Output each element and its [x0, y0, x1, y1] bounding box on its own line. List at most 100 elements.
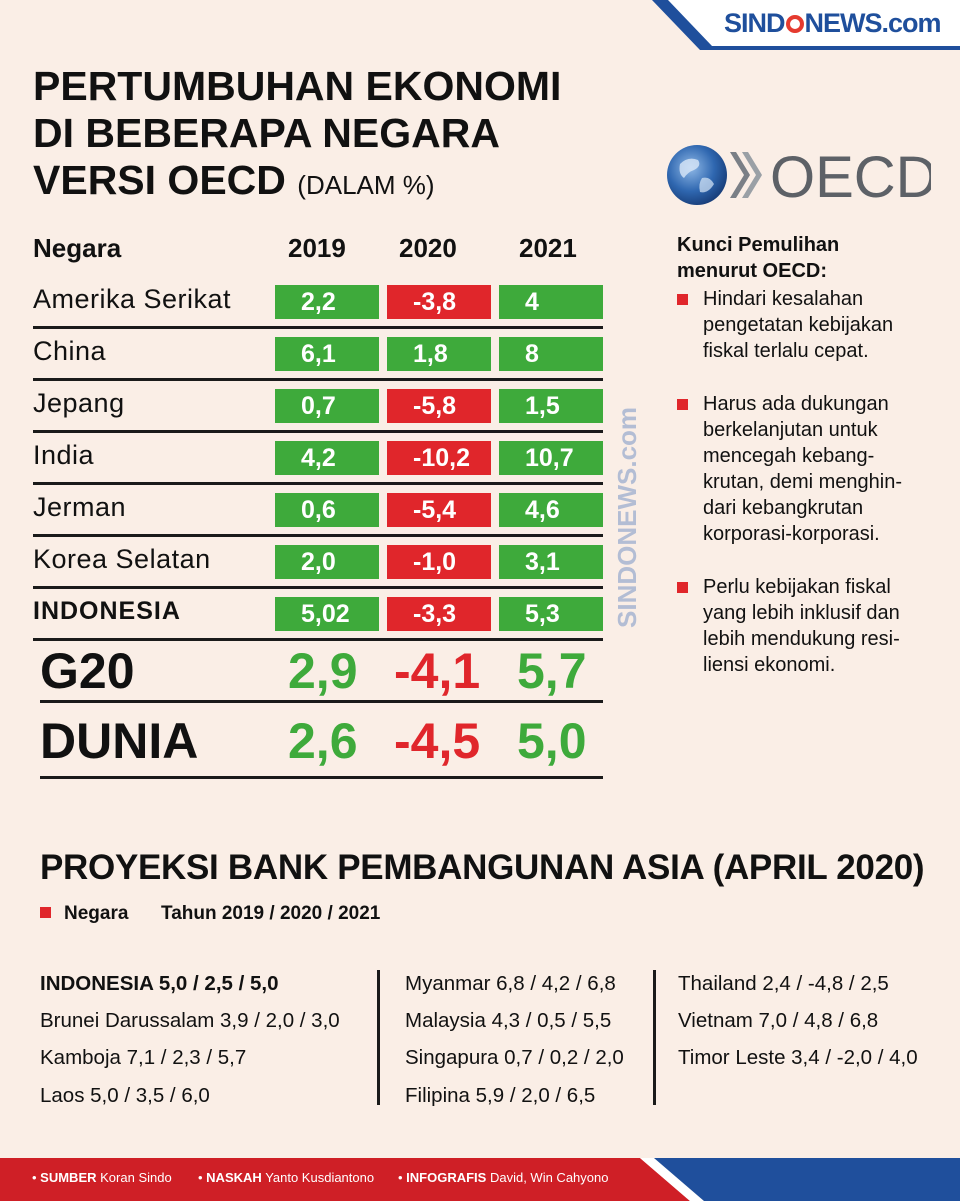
aggregate-name-dunia: DUNIA	[40, 713, 199, 769]
legend-square-icon	[40, 907, 51, 918]
row-divider	[33, 586, 603, 589]
watermark-vertical: SINDONEWS.com	[612, 407, 642, 628]
bullet-line: Hindari kesalahan	[703, 288, 864, 310]
row-divider	[40, 700, 603, 703]
kunci-title: Kunci Pemulihan menurut OECD:	[677, 232, 839, 284]
row-divider	[33, 326, 603, 329]
bullet-line: dari kebangkrutan	[703, 497, 864, 519]
watermark-text: SINDONEWS.com	[612, 407, 642, 628]
value-2021: 1,5	[499, 389, 603, 423]
adb-item-indonesia: INDONESIA 5,0 / 2,5 / 5,0	[40, 972, 279, 995]
aggregate-value-2019: 2,9	[288, 643, 358, 699]
value-2019: 2,0	[275, 545, 379, 579]
value-2021: 4	[499, 285, 603, 319]
country-name: Jepang	[33, 388, 125, 418]
kunci-title-line: menurut OECD:	[677, 260, 827, 282]
country-name: Amerika Serikat	[33, 284, 232, 314]
value-2020: -3,3	[387, 597, 491, 631]
adb-item: Myanmar 6,8 / 4,2 / 6,8	[405, 972, 616, 995]
kunci-bullet: Perlu kebijakan fiskal yang lebih inklus…	[703, 574, 943, 678]
country-name: India	[33, 440, 95, 470]
kunci-bullet: Harus ada dukungan berkelanjutan untuk m…	[703, 391, 943, 547]
col-header-2020: 2020	[399, 233, 457, 263]
value-2021: 5,3	[499, 597, 603, 631]
bullet-square-icon	[677, 294, 688, 305]
aggregate-value-2021: 5,7	[517, 643, 587, 699]
bullet-line: yang lebih inklusif dan	[703, 602, 900, 624]
adb-item: Filipina 5,9 / 2,0 / 6,5	[405, 1084, 596, 1107]
adb-item: Laos 5,0 / 3,5 / 6,0	[40, 1084, 210, 1107]
bullet-line: Harus ada dukungan	[703, 393, 889, 415]
value-2020: -3,8	[387, 285, 491, 319]
value-2019: 2,2	[275, 285, 379, 319]
col-header-2021: 2021	[519, 233, 577, 263]
col-header-country: Negara	[33, 233, 122, 263]
kunci-title-line: Kunci Pemulihan	[677, 234, 840, 256]
row-divider	[33, 638, 603, 641]
logo-ring-icon	[785, 15, 804, 33]
row-divider	[33, 378, 603, 381]
adb-item: Vietnam 7,0 / 4,8 / 6,8	[678, 1009, 879, 1032]
title-line-2: DI BEBERAPA NEGARA	[33, 110, 500, 156]
value-2019: 0,6	[275, 493, 379, 527]
brand-header-band	[652, 0, 960, 50]
value-2021: 4,6	[499, 493, 603, 527]
row-divider	[33, 430, 603, 433]
aggregate-value-2021: 5,0	[517, 713, 587, 769]
col-header-2019: 2019	[288, 233, 346, 263]
column-divider	[653, 970, 656, 1105]
value-2021: 3,1	[499, 545, 603, 579]
aggregate-value-2020: -4,1	[394, 643, 481, 699]
value-2019: 0,7	[275, 389, 379, 423]
credit-naskah: • NASKAH Yanto Kusdiantono	[198, 1170, 375, 1185]
aggregate-value-2020: -4,5	[394, 713, 481, 769]
aggregate-name-g20: G20	[40, 643, 135, 699]
adb-item: Timor Leste 3,4 / -2,0 / 4,0	[678, 1046, 918, 1069]
legend-country: Negara	[64, 903, 129, 924]
legend-years: Tahun 2019 / 2020 / 2021	[161, 903, 381, 924]
row-divider	[33, 482, 603, 485]
value-2021: 10,7	[499, 441, 603, 475]
adb-item: Brunei Darussalam 3,9 / 2,0 / 3,0	[40, 1009, 340, 1032]
value-2020: -1,0	[387, 545, 491, 579]
bullet-line: pengetatan kebijakan	[703, 314, 894, 336]
oecd-logo-text: OECD	[770, 145, 931, 208]
bullet-line: liensi ekonomi.	[703, 654, 836, 676]
value-2021: 8	[499, 337, 603, 371]
credit-sumber: • SUMBER Koran Sindo	[32, 1170, 172, 1185]
bullet-line: korporasi-korporasi.	[703, 523, 880, 545]
bullet-line: Perlu kebijakan fiskal	[703, 576, 891, 598]
bullet-square-icon	[677, 399, 688, 410]
adb-section-title: PROYEKSI BANK PEMBANGUNAN ASIA (APRIL 20…	[40, 848, 925, 887]
adb-item: Singapura 0,7 / 0,2 / 2,0	[405, 1046, 624, 1069]
bullet-line: lebih mendukung resi-	[703, 628, 900, 650]
title-unit: (DALAM %)	[297, 170, 435, 200]
value-2020: 1,8	[387, 337, 491, 371]
row-divider	[33, 534, 603, 537]
country-name: China	[33, 336, 107, 366]
column-divider	[377, 970, 380, 1105]
aggregate-value-2019: 2,6	[288, 713, 358, 769]
oecd-logo: OECD	[667, 145, 931, 208]
value-2020: -5,4	[387, 493, 491, 527]
value-2020: -5,8	[387, 389, 491, 423]
title-line-3: VERSI OECD (DALAM %)	[33, 157, 435, 203]
country-name: Korea Selatan	[33, 544, 211, 574]
footer-band	[0, 1158, 960, 1201]
country-name: Jerman	[33, 492, 127, 522]
bullet-line: krutan, demi menghin-	[703, 471, 902, 493]
country-name-indonesia: INDONESIA	[33, 597, 181, 625]
value-2019: 4,2	[275, 441, 379, 475]
row-divider	[40, 776, 603, 779]
bullet-square-icon	[677, 582, 688, 593]
value-2019: 5,02	[275, 597, 379, 631]
sindonews-logo: SIND NEWS.com	[724, 8, 942, 38]
adb-item: Malaysia 4,3 / 0,5 / 5,5	[405, 1009, 612, 1032]
adb-item: Kamboja 7,1 / 2,3 / 5,7	[40, 1046, 247, 1069]
value-2020: -10,2	[387, 441, 491, 475]
value-2019: 6,1	[275, 337, 379, 371]
bullet-line: fiskal terlalu cepat.	[703, 340, 869, 362]
kunci-bullet: Hindari kesalahan pengetatan kebijakan f…	[703, 286, 943, 364]
bullet-line: berkelanjutan untuk	[703, 419, 878, 441]
credit-infografis: • INFOGRAFIS David, Win Cahyono	[398, 1170, 609, 1185]
